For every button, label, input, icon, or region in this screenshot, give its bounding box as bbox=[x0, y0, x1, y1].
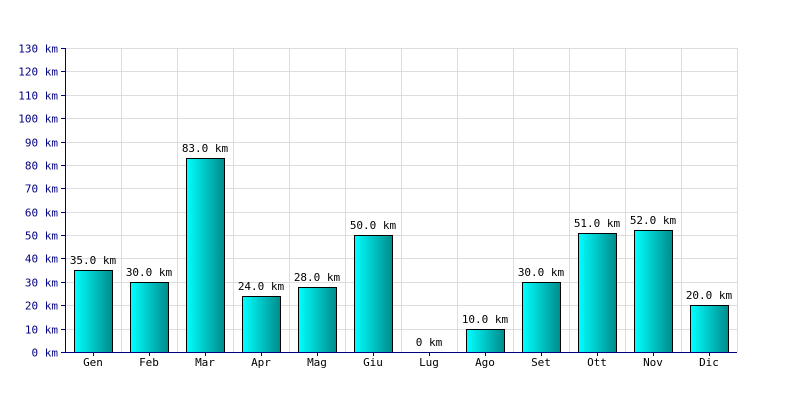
y-tick-label: 120 km bbox=[18, 66, 58, 79]
bar-value-label: 30.0 km bbox=[518, 266, 565, 279]
bar bbox=[298, 287, 337, 353]
y-tick-label: 80 km bbox=[25, 160, 58, 173]
x-tick-label: Gen bbox=[83, 356, 103, 369]
x-tick-label: Dic bbox=[699, 356, 719, 369]
bar-value-label: 50.0 km bbox=[350, 219, 397, 232]
x-tick-label: Lug bbox=[419, 356, 439, 369]
bar-value-label: 30.0 km bbox=[126, 266, 173, 279]
y-tick-label: 90 km bbox=[25, 137, 58, 150]
bar-value-label: 28.0 km bbox=[294, 271, 341, 284]
bar-value-label: 35.0 km bbox=[70, 254, 117, 267]
x-tick-label: Set bbox=[531, 356, 551, 369]
x-tick-label: Mag bbox=[307, 356, 327, 369]
bar bbox=[186, 158, 225, 353]
y-tick-label: 70 km bbox=[25, 183, 58, 196]
bar bbox=[634, 230, 673, 353]
bar-value-label: 10.0 km bbox=[462, 313, 509, 326]
bar bbox=[74, 270, 113, 353]
bar-value-label: 51.0 km bbox=[574, 217, 621, 230]
y-tick-label: 20 km bbox=[25, 300, 58, 313]
y-tick-label: 0 km bbox=[32, 347, 59, 360]
bar-value-label: 83.0 km bbox=[182, 142, 229, 155]
y-tick-label: 40 km bbox=[25, 253, 58, 266]
y-tick-label: 10 km bbox=[25, 324, 58, 337]
bar bbox=[690, 305, 729, 353]
bar bbox=[354, 235, 393, 353]
y-tick-label: 110 km bbox=[18, 90, 58, 103]
y-tick-label: 100 km bbox=[18, 113, 58, 126]
x-tick-label: Nov bbox=[643, 356, 663, 369]
x-tick-label: Mar bbox=[195, 356, 215, 369]
x-tick-label: Ott bbox=[587, 356, 607, 369]
y-tick-label: 50 km bbox=[25, 230, 58, 243]
bar-value-label: 52.0 km bbox=[630, 214, 677, 227]
y-tick-label: 30 km bbox=[25, 277, 58, 290]
x-tick-label: Giu bbox=[363, 356, 383, 369]
bar-value-label: 24.0 km bbox=[238, 280, 285, 293]
bar bbox=[522, 282, 561, 353]
bar bbox=[578, 233, 617, 353]
x-tick-label: Apr bbox=[251, 356, 271, 369]
bar bbox=[466, 329, 505, 353]
x-tick-label: Ago bbox=[475, 356, 495, 369]
x-tick-label: Feb bbox=[139, 356, 159, 369]
bar-value-label: 0 km bbox=[416, 336, 443, 349]
bar bbox=[130, 282, 169, 353]
bar bbox=[242, 296, 281, 353]
grid-layer bbox=[65, 48, 738, 352]
y-tick-label: 130 km bbox=[18, 43, 58, 56]
axis-layer bbox=[61, 48, 737, 356]
y-tick-label: 60 km bbox=[25, 207, 58, 220]
labels-layer: 0 km 10 km 20 km 30 km 40 km 50 km 60 km 70 km 8… bbox=[18, 43, 732, 370]
bar-value-label: 20.0 km bbox=[686, 289, 733, 302]
